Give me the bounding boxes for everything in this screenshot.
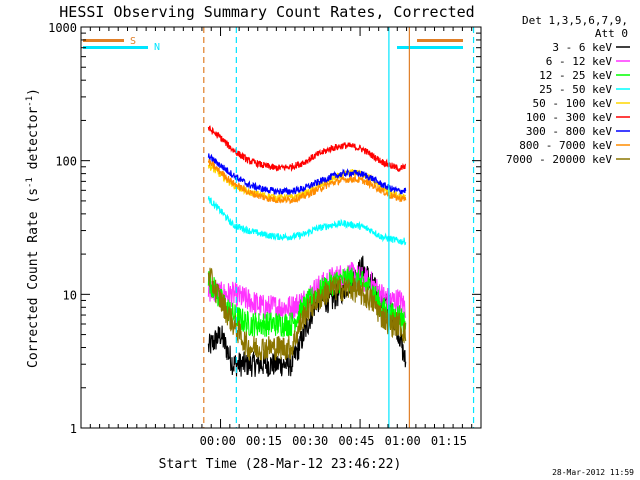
- x-tick-label: 00:45: [338, 434, 374, 448]
- series-line-7: [207, 153, 407, 196]
- legend-entry: 7000 - 20000 keV: [506, 153, 612, 166]
- timestamp: 28-Mar-2012 11:59: [552, 468, 634, 477]
- x-tick-label: 00:15: [246, 434, 282, 448]
- series-line-3: [207, 266, 407, 338]
- series-line-9: [207, 267, 407, 362]
- saa-flag-bar-left: [83, 39, 124, 42]
- x-tick-label: 00:30: [292, 434, 328, 448]
- y-tick-label: 10: [63, 288, 77, 302]
- legend-entry: 6 - 12 keV: [546, 55, 613, 68]
- x-axis-label: Start Time (28-Mar-12 23:46:22): [159, 457, 402, 472]
- legend-entry: 3 - 6 keV: [552, 41, 612, 54]
- legend-entry: 25 - 50 keV: [539, 83, 612, 96]
- y-tick-label: 1000: [48, 21, 77, 35]
- series-line-8: [207, 159, 407, 205]
- legend-entry: 100 - 300 keV: [526, 111, 612, 124]
- night-flag-label: N: [154, 42, 160, 53]
- y-tick-label: 100: [55, 155, 77, 169]
- y-axis-label: Corrected Count Rate (s-1 detector-1): [25, 88, 41, 368]
- plot-frame: [80, 26, 482, 429]
- chart-title: HESSI Observing Summary Count Rates, Cor…: [59, 3, 474, 21]
- x-tick-label: 00:00: [200, 434, 236, 448]
- legend-header: Det 1,3,5,6,7,9,: [522, 14, 628, 27]
- saa-flag-bar-right: [417, 39, 463, 42]
- x-tick-label: 01:00: [385, 434, 421, 448]
- legend-entry: 300 - 800 keV: [526, 125, 612, 138]
- night-flag-bar-left: [83, 46, 148, 49]
- night-flag-bar-right: [397, 46, 463, 49]
- legend-entry: 12 - 25 keV: [539, 69, 612, 82]
- series-line-4: [207, 196, 407, 246]
- series-line-6: [207, 125, 407, 172]
- y-tick-label: 1: [70, 422, 77, 436]
- legend-entry: 50 - 100 keV: [533, 97, 613, 110]
- x-tick-label: 01:15: [431, 434, 467, 448]
- saa-flag-label: S: [130, 36, 136, 47]
- legend-entry: 800 - 7000 keV: [519, 139, 612, 152]
- legend-header: Att 0: [595, 27, 628, 40]
